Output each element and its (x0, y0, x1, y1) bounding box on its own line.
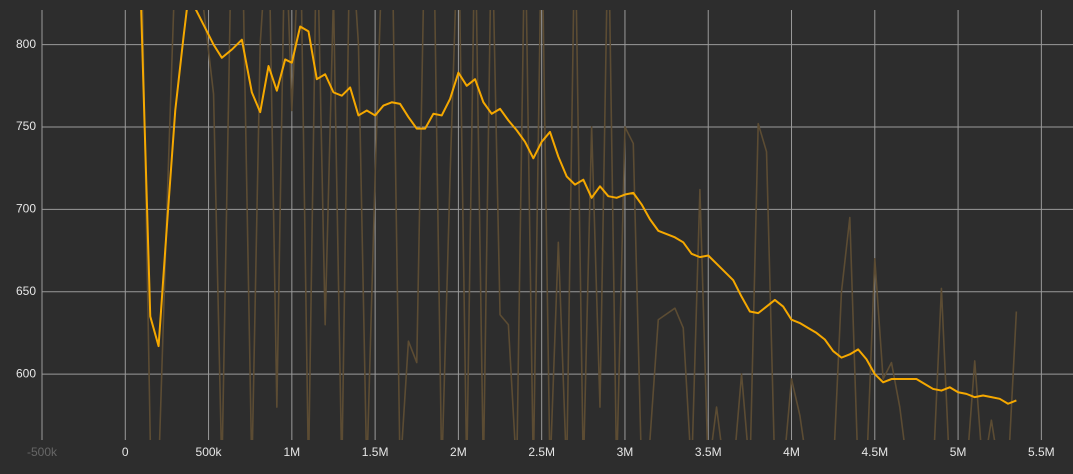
x-tick-label: 5.5M (1028, 445, 1055, 459)
x-tick-label: 2M (450, 445, 467, 459)
x-tick-label: 2.5M (528, 445, 555, 459)
x-tick-label: 0 (122, 445, 129, 459)
x-tick-label: 4.5M (861, 445, 888, 459)
x-tick-label: 3.5M (695, 445, 722, 459)
y-tick-label: 800 (16, 37, 36, 51)
data-line (141, 10, 1018, 440)
data-line (140, 10, 1017, 405)
x-tick-label: 1M (284, 445, 301, 459)
x-tick-label: 5M (950, 445, 967, 459)
x-tick-label: 500k (196, 445, 223, 459)
y-tick-label: 700 (16, 202, 36, 216)
y-tick-label: 650 (16, 284, 36, 298)
y-tick-label: 750 (16, 119, 36, 133)
y-tick-label: 600 (16, 366, 36, 380)
plot-area (140, 10, 1018, 440)
x-tick-label: -500k (27, 445, 58, 459)
x-tick-label: 3M (617, 445, 634, 459)
x-tick-label: 1.5M (362, 445, 389, 459)
x-tick-label: 4M (783, 445, 800, 459)
grid: 600 650 700 750 800 -500k 0 500k 1M 1.5M 2M 2.5M 3M 3… (16, 10, 1073, 459)
